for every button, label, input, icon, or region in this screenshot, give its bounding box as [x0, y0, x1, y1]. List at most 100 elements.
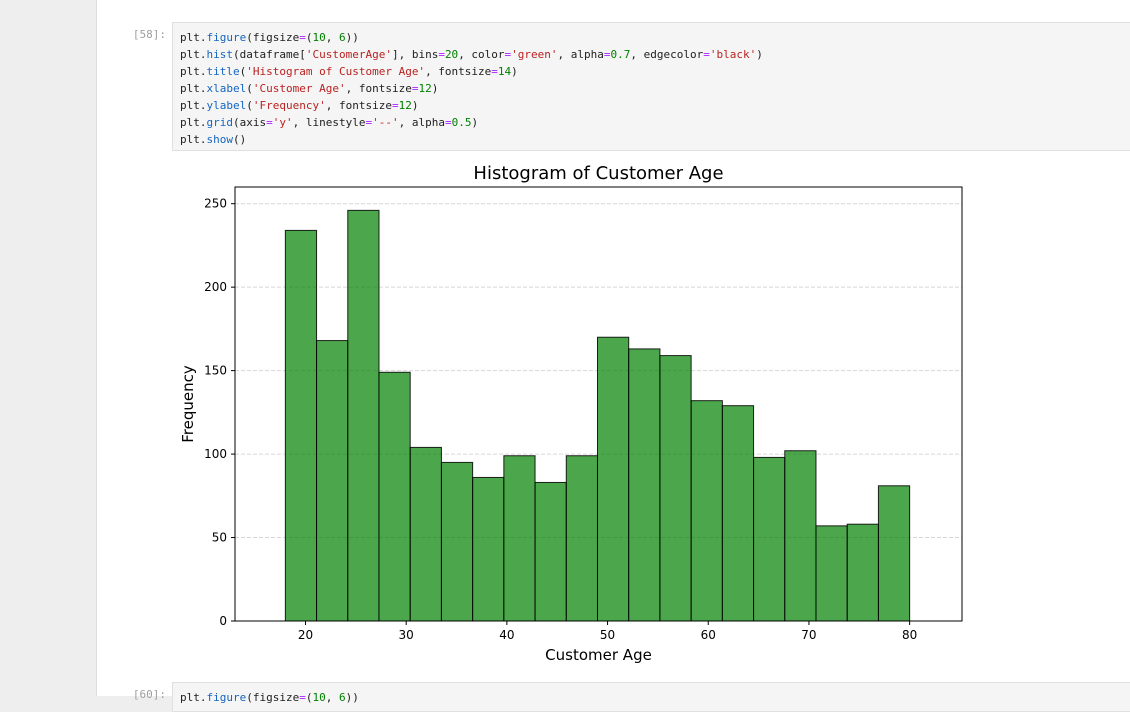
code-token: , fontsize — [325, 99, 392, 112]
y-tick-label: 0 — [219, 614, 227, 628]
code-token: = — [365, 116, 373, 129]
histogram-bar — [877, 485, 911, 622]
code-token: . — [199, 691, 207, 704]
axis-ticks: 0 50 100 150 200 250 20 30 40 50 60 70 80 — [204, 197, 917, 642]
code-token: plt — [180, 48, 200, 61]
histogram-bar — [409, 446, 442, 622]
histogram-bar — [503, 455, 536, 622]
histogram-bars — [284, 209, 911, 622]
histogram-bar — [846, 523, 879, 622]
code-token: (axis — [233, 116, 267, 129]
code-token: grid — [206, 116, 234, 129]
code-token: = — [491, 65, 498, 78]
code-token: . — [199, 99, 207, 112]
y-tick-label: 200 — [204, 280, 227, 294]
code-token: ) — [411, 99, 419, 112]
histogram-bar — [347, 209, 380, 622]
code-token: 6 — [338, 691, 346, 704]
code-token: , — [325, 31, 339, 44]
code-token: 'black' — [709, 48, 757, 61]
code-token: . — [199, 48, 207, 61]
x-axis-label: Customer Age — [545, 646, 652, 664]
code-token: plt — [180, 116, 200, 129]
code-token: 0.7 — [610, 48, 631, 61]
histogram-chart: 0 50 100 150 200 250 20 30 40 50 60 70 80 Histogram … — [172, 156, 972, 668]
code-line: plt.show() — [180, 133, 246, 146]
code-token: ( — [246, 82, 253, 95]
code-token: plt — [180, 691, 200, 704]
code-token: , fontsize — [345, 82, 412, 95]
code-token: )) — [345, 691, 359, 704]
code-token: 0.5 — [451, 116, 472, 129]
code-token: = — [299, 31, 306, 44]
code-editor[interactable]: plt.figure(figsize=(10, 6)) — [173, 683, 1130, 706]
y-tick-label: 150 — [204, 364, 227, 378]
cell-prompt-58: [58]: — [132, 28, 166, 41]
code-token: show — [206, 133, 234, 146]
code-token: title — [206, 65, 240, 78]
code-token: , color — [458, 48, 505, 61]
code-token: 10 — [312, 31, 326, 44]
histogram-bar — [784, 450, 817, 622]
code-token: . — [199, 116, 207, 129]
histogram-bar — [284, 229, 318, 622]
code-token: = — [438, 48, 445, 61]
x-tick-label: 80 — [902, 628, 917, 642]
code-token: ( — [246, 99, 253, 112]
code-token: , alpha — [398, 116, 445, 129]
code-token: 'Frequency' — [252, 99, 326, 112]
histogram-bar — [721, 405, 755, 622]
code-token: ) — [756, 48, 763, 61]
code-cell-58[interactable]: plt.figure(figsize=(10, 6)) plt.hist(dat… — [172, 22, 1130, 151]
code-line: plt.hist(dataframe['CustomerAge'], bins=… — [180, 48, 763, 61]
code-line: plt.xlabel('Customer Age', fontsize=12) — [180, 82, 438, 95]
code-token: = — [504, 48, 512, 61]
code-token: 14 — [497, 65, 512, 78]
code-cell-60[interactable]: plt.figure(figsize=(10, 6)) — [172, 682, 1130, 712]
code-token: 20 — [444, 48, 459, 61]
code-token: = — [603, 48, 611, 61]
code-token: 'Customer Age' — [252, 82, 346, 95]
code-token: plt — [180, 31, 200, 44]
code-token: plt — [180, 133, 200, 146]
code-token: ) — [471, 116, 479, 129]
y-tick-label: 100 — [204, 447, 227, 461]
x-tick-label: 40 — [499, 628, 514, 642]
code-token: plt — [180, 82, 200, 95]
code-token: 12 — [398, 99, 412, 112]
code-token: figure — [206, 31, 247, 44]
code-line: plt.grid(axis='y', linestyle='--', alpha… — [180, 116, 478, 129]
code-token: (figsize — [246, 31, 300, 44]
code-token: . — [199, 82, 207, 95]
histogram-bar — [534, 481, 567, 622]
code-token: = — [266, 116, 273, 129]
code-token: ( — [239, 65, 247, 78]
y-axis-label: Frequency — [179, 365, 197, 443]
y-tick-label: 250 — [204, 197, 227, 211]
code-token: , alpha — [557, 48, 604, 61]
code-token: plt — [180, 99, 200, 112]
code-token: )) — [345, 31, 359, 44]
code-token: 'green' — [511, 48, 558, 61]
axes-frame — [234, 186, 963, 622]
code-token: = — [391, 99, 399, 112]
y-tick-label: 50 — [212, 531, 227, 545]
code-line: plt.ylabel('Frequency', fontsize=12) — [180, 99, 418, 112]
x-tick-label: 60 — [701, 628, 716, 642]
histogram-bar — [753, 456, 786, 622]
histogram-bar — [690, 400, 723, 622]
code-token: . — [199, 31, 207, 44]
code-token: () — [233, 133, 247, 146]
code-editor[interactable]: plt.figure(figsize=(10, 6)) plt.hist(dat… — [173, 23, 1130, 148]
histogram-bar — [440, 461, 474, 622]
code-line: plt.figure(figsize=(10, 6)) — [180, 31, 359, 44]
histogram-bar — [316, 340, 349, 622]
cell-prompt-60: [60]: — [132, 688, 166, 701]
histogram-bar — [628, 348, 661, 622]
code-token: ) — [511, 65, 518, 78]
x-tick-label: 70 — [801, 628, 816, 642]
code-token: 'Histogram of Customer Age' — [246, 65, 426, 78]
histogram-bar — [659, 355, 692, 622]
code-token: 10 — [312, 691, 326, 704]
code-token: = — [703, 48, 710, 61]
